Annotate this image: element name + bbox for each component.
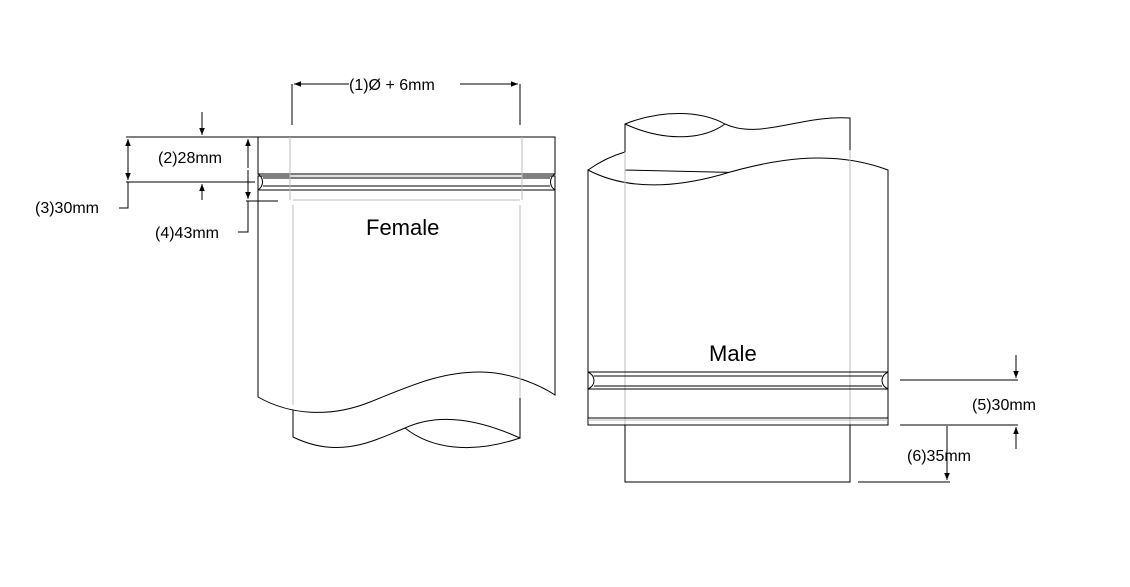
dim-3: (3)30mm	[35, 136, 200, 217]
dim-5: (5)30mm	[900, 355, 1036, 426]
female-collar	[257, 136, 556, 175]
dim-3-label: (3)30mm	[35, 200, 99, 217]
dim-1: (1)Ø + 6mm	[291, 77, 521, 125]
male-bead	[587, 371, 889, 421]
male-label: Male	[709, 341, 757, 366]
dim-4-label: (4)43mm	[155, 225, 219, 242]
male-part: Male	[587, 113, 889, 483]
male-outer-body	[587, 157, 889, 426]
dim-4: (4)43mm	[155, 136, 278, 242]
dim-6: (6)35mm	[858, 426, 1019, 483]
female-label: Female	[366, 215, 439, 240]
dim-5-label: (5)30mm	[972, 397, 1036, 414]
female-part: Female	[257, 136, 556, 449]
dim-2-label: (2)28mm	[158, 150, 222, 167]
dim-2: (2)28mm	[158, 112, 255, 200]
dim-1-label: (1)Ø + 6mm	[349, 77, 435, 94]
female-groove	[257, 137, 556, 201]
male-spigot	[624, 424, 851, 483]
female-socket-body	[257, 175, 556, 413]
dim-6-label: (6)35mm	[907, 448, 971, 465]
